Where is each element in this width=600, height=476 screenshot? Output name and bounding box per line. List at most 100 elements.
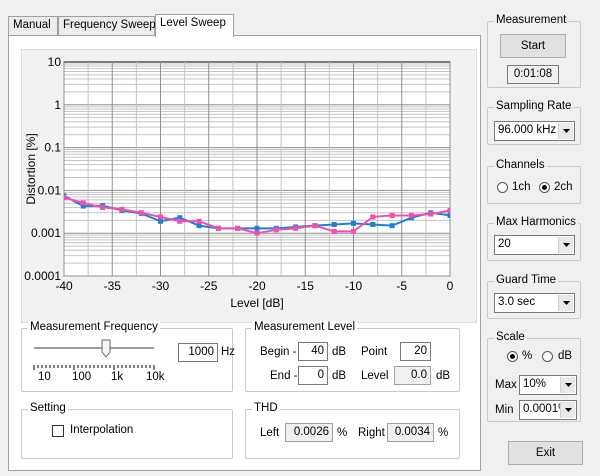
data-point	[312, 223, 318, 229]
data-point	[235, 225, 241, 231]
frequency-slider[interactable]	[30, 338, 160, 372]
chevron-down-icon[interactable]	[558, 295, 573, 311]
y-tick-label: 10	[48, 55, 62, 69]
measurement-frequency-group: Measurement Frequency 1000 Hz 10 100 1k …	[21, 321, 236, 392]
tab-frequency-sweep[interactable]: Frequency Sweep	[58, 16, 156, 36]
scale-label-100: 100	[72, 371, 92, 383]
data-point	[64, 195, 67, 201]
scale-title: Scale	[494, 331, 527, 343]
distortion-chart: -40 -35 -30 -25 -20 -15 -10 -5 0 10 1 0.1 0.01 0.001…	[21, 49, 477, 323]
data-point	[447, 212, 450, 218]
y-tick-label: 1	[54, 98, 61, 112]
data-point	[447, 207, 450, 213]
data-point	[119, 206, 125, 212]
data-point	[177, 218, 183, 224]
measurement-level-group: Measurement Level Begin - 40 dB Point 20…	[245, 321, 460, 392]
point-label: Point	[361, 346, 388, 358]
x-tick-label: -40	[55, 279, 73, 293]
interpolation-label: Interpolation	[70, 424, 134, 436]
point-input[interactable]: 20	[400, 342, 431, 361]
data-point	[331, 221, 337, 227]
channel-2ch-label: 2ch	[554, 181, 573, 193]
x-tick-label: -35	[104, 279, 122, 293]
data-point	[273, 227, 279, 233]
y-tick-labels: 10 1 0.1 0.01 0.001 0.0001	[24, 55, 61, 283]
begin-db-unit: dB	[332, 346, 347, 358]
data-point	[331, 228, 337, 234]
x-tick-labels: -40 -35 -30 -25 -20 -15 -10 -5 0	[55, 279, 453, 293]
scale-min-value: 0.0001%	[523, 403, 569, 415]
data-point	[408, 212, 414, 218]
channel-2ch-radio[interactable]	[539, 182, 550, 193]
level-db-unit: dB	[436, 370, 451, 382]
channels-group: Channels 1ch 2ch	[487, 159, 581, 204]
measurement-group: Measurement Start 0:01:08	[487, 14, 581, 88]
chevron-down-icon[interactable]	[558, 237, 573, 253]
thd-right-label: Right	[358, 427, 385, 439]
measurement-frequency-title: Measurement Frequency	[28, 321, 160, 333]
interpolation-checkbox[interactable]	[52, 425, 64, 437]
guard-time-group: Guard Time 3.0 sec	[487, 274, 581, 319]
measurement-level-title: Measurement Level	[252, 321, 357, 333]
setting-title: Setting	[28, 402, 68, 414]
chevron-down-icon[interactable]	[558, 123, 573, 139]
guard-time-select[interactable]: 3.0 sec	[494, 293, 575, 313]
max-harmonics-select[interactable]: 20	[494, 235, 575, 255]
scale-label-1k: 1k	[111, 371, 124, 383]
scale-max-value: 10%	[523, 378, 547, 390]
scale-min-select[interactable]: 0.0001%	[519, 400, 577, 420]
frequency-input[interactable]: 1000	[178, 343, 218, 362]
data-point	[100, 204, 106, 210]
thd-left-label: Left	[260, 427, 280, 439]
x-axis-label: Level [dB]	[230, 296, 283, 310]
data-point	[351, 228, 356, 234]
y-tick-label: 0.01	[38, 183, 62, 197]
thd-right-unit: %	[438, 427, 449, 439]
sampling-rate-value: 96.000 kHz	[498, 124, 557, 136]
level-readout: 0.0	[394, 366, 431, 385]
chart-series	[64, 193, 450, 236]
elapsed-time-readout: 0:01:08	[507, 65, 559, 84]
level-sweep-panel: -40 -35 -30 -25 -20 -15 -10 -5 0 10 1 0.1 0.01 0.001…	[8, 35, 481, 471]
max-harmonics-group: Max Harmonics 20	[487, 216, 581, 261]
data-point	[158, 218, 163, 224]
x-tick-label: -10	[345, 279, 363, 293]
chevron-down-icon[interactable]	[560, 402, 575, 418]
scale-percent-radio[interactable]	[507, 351, 518, 362]
sampling-rate-title: Sampling Rate	[494, 100, 574, 112]
scale-db-label: dB	[558, 350, 573, 362]
scale-percent-label: %	[522, 350, 533, 362]
data-point	[370, 221, 376, 227]
begin-label: Begin -	[260, 346, 297, 358]
chevron-down-icon[interactable]	[560, 377, 575, 393]
data-point	[351, 220, 356, 226]
x-tick-label: -20	[248, 279, 266, 293]
x-tick-label: -25	[200, 279, 218, 293]
tab-manual[interactable]: Manual	[8, 16, 58, 36]
scale-max-label: Max	[495, 379, 517, 391]
begin-level-input[interactable]: 40	[298, 342, 328, 361]
channel-1ch-radio[interactable]	[497, 182, 508, 193]
data-point	[389, 223, 395, 229]
exit-button[interactable]: Exit	[508, 441, 583, 465]
data-point	[254, 225, 260, 231]
data-point	[158, 214, 163, 220]
slider-thumb[interactable]	[101, 339, 111, 358]
scale-db-radio[interactable]	[542, 351, 553, 362]
scale-label-10: 10	[38, 371, 51, 383]
thd-group: THD Left 0.0026 % Right 0.0034 %	[245, 402, 460, 459]
x-tick-label: -30	[152, 279, 170, 293]
start-button[interactable]: Start	[500, 34, 566, 58]
sampling-rate-group: Sampling Rate 96.000 kHz	[487, 100, 581, 145]
data-point	[196, 223, 202, 229]
end-db-unit: dB	[332, 370, 347, 382]
frequency-unit: Hz	[221, 346, 236, 358]
thd-right-value: 0.0034	[387, 423, 434, 442]
scale-min-label: Min	[495, 404, 514, 416]
end-level-input[interactable]: 0	[298, 366, 328, 385]
y-tick-label: 0.001	[31, 226, 61, 240]
data-point	[80, 200, 86, 206]
sampling-rate-select[interactable]: 96.000 kHz	[494, 121, 575, 141]
scale-max-select[interactable]: 10%	[519, 375, 577, 395]
tab-level-sweep[interactable]: Level Sweep	[155, 14, 234, 37]
